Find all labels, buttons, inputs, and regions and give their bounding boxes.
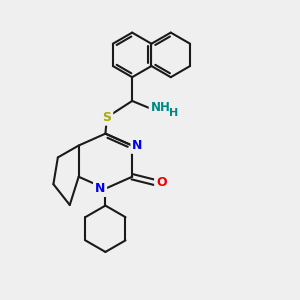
Text: O: O (156, 176, 166, 189)
Text: NH: NH (151, 101, 170, 114)
Text: N: N (95, 182, 105, 195)
Text: H: H (169, 108, 178, 118)
Text: N: N (132, 139, 143, 152)
Text: S: S (102, 111, 111, 124)
